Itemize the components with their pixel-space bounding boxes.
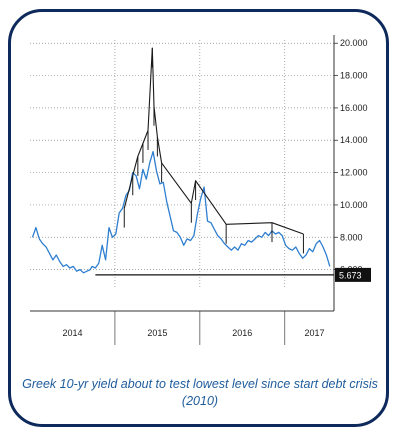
x-tick-label: 2014 bbox=[62, 328, 82, 338]
x-axis: 2014 2015 2016 2017 bbox=[30, 310, 334, 345]
y-tick-label: 18.000 bbox=[340, 71, 368, 81]
x-tick-label: 2016 bbox=[232, 328, 252, 338]
y-tick-label: 14.000 bbox=[340, 135, 368, 145]
y-tick-label: 20.000 bbox=[340, 38, 368, 48]
x-tick-label: 2017 bbox=[304, 328, 324, 338]
series-line bbox=[31, 150, 331, 274]
y-tick-label: 16.000 bbox=[340, 103, 368, 113]
y-tick-label: 12.000 bbox=[340, 168, 368, 178]
last-value-box bbox=[335, 267, 371, 282]
y-tick-label: 10.000 bbox=[340, 200, 368, 210]
chart-frame bbox=[8, 9, 389, 427]
x-tick-label: 2015 bbox=[147, 328, 167, 338]
chart-caption: Greek 10-yr yield about to test lowest l… bbox=[22, 377, 378, 408]
series-line bbox=[123, 47, 304, 235]
last-value-badge: 5.673 bbox=[335, 267, 371, 282]
last-value-label: 5.673 bbox=[339, 270, 362, 280]
chart-grid bbox=[30, 40, 334, 289]
yield-series bbox=[31, 47, 331, 274]
y-tick-label: 8.000 bbox=[340, 232, 363, 242]
